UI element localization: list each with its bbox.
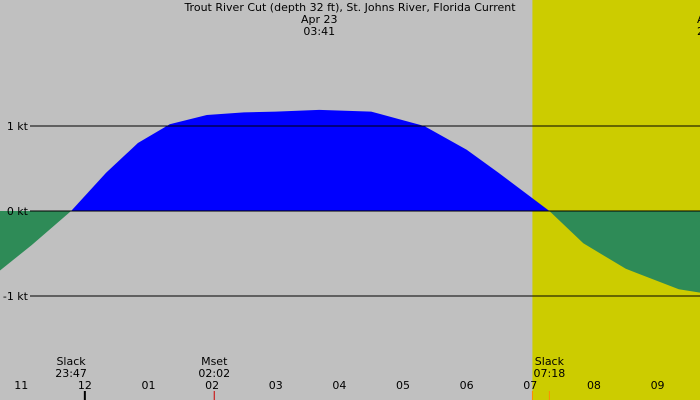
flood-current-area (0, 109, 700, 211)
hour-tick-label: 01 (141, 379, 155, 392)
reference-lines (30, 125, 700, 297)
hour-tick-labels: 1112010203040506070809101112010203040506… (14, 379, 665, 392)
hour-tick-label: 03 (269, 379, 283, 392)
hour-tick-label: 04 (332, 379, 346, 392)
hour-tick-label: 06 (460, 379, 474, 392)
hour-tick-label: 12 (78, 379, 92, 392)
max-date-label: A (697, 13, 700, 26)
event-markers (83, 391, 550, 400)
y-tick-label: 0 kt (7, 205, 29, 218)
event-name-label: Mset (201, 355, 228, 368)
max-time-label: 2 (697, 25, 700, 38)
hour-tick-label: 05 (396, 379, 410, 392)
event-time-label: 07:18 (534, 367, 566, 380)
daylight-band (532, 0, 700, 400)
hour-tick-label: 07 (523, 379, 537, 392)
y-tick-label: -1 kt (3, 290, 29, 303)
ebb-current-area (0, 211, 700, 293)
hour-tick-label: 11 (14, 379, 28, 392)
event-name-label: Slack (535, 355, 565, 368)
event-name-label: Slack (56, 355, 86, 368)
y-tick-label: 1 kt (7, 120, 29, 133)
current-areas (0, 109, 700, 293)
max-date-label: Apr 23 (301, 13, 338, 26)
hour-tick-label: 08 (587, 379, 601, 392)
hour-tick-label: 02 (205, 379, 219, 392)
y-axis-labels: 1 kt 0 kt -1 kt (3, 120, 29, 303)
event-time-label: 23:47 (55, 367, 87, 380)
event-labels: Slack23:47Mset02:02Slack07:18Mrise12:24S… (55, 355, 566, 380)
hour-tick-label: 09 (651, 379, 665, 392)
chart-title: Trout River Cut (depth 32 ft), St. Johns… (183, 1, 516, 14)
max-time-label: 03:41 (303, 25, 335, 38)
event-time-label: 02:02 (198, 367, 230, 380)
